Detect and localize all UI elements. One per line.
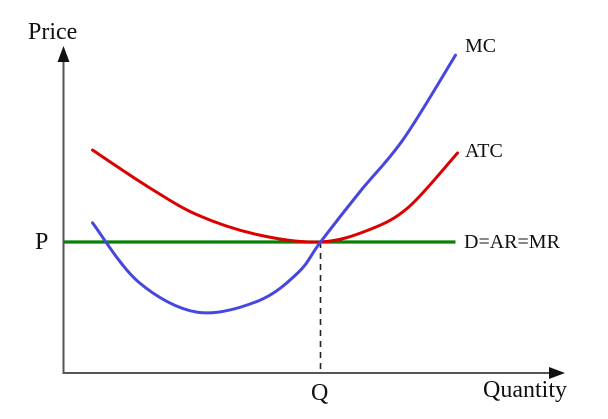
atc-curve-label: ATC (465, 140, 503, 162)
price-p-label: P (35, 229, 49, 255)
mc-curve-label: MC (465, 35, 497, 57)
demand-curve-label: D=AR=MR (464, 231, 560, 253)
atc-curve (91, 148, 459, 244)
y-axis-arrowhead (57, 46, 70, 62)
x-axis-label: Quantity (483, 377, 567, 403)
x-axis-arrowhead (549, 367, 565, 379)
quantity-q-label: Q (311, 380, 329, 406)
y-axis-label: Price (28, 19, 78, 45)
mc-curve (91, 53, 457, 315)
